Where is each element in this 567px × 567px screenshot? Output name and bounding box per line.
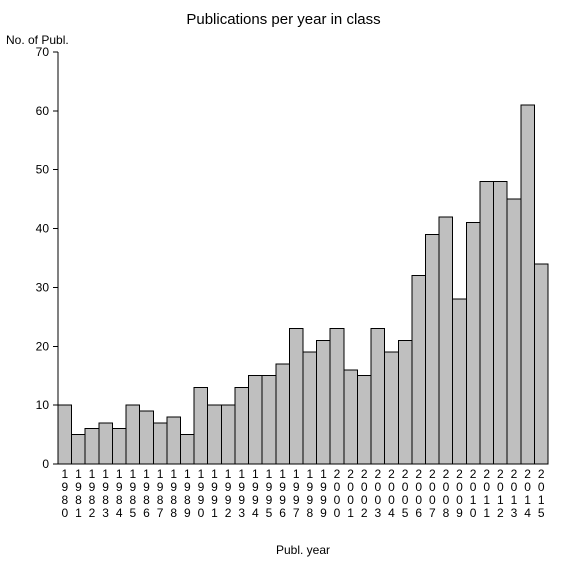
x-tick-label: 1984 [116,467,123,520]
x-tick-label: 1990 [198,467,205,520]
x-tick-label: 2001 [347,467,354,520]
x-tick-label: 1983 [102,467,109,520]
y-tick-label: 50 [36,163,50,177]
bar [303,352,317,464]
bar [357,376,371,464]
x-tick-label: 2009 [456,467,463,520]
x-tick-label: 1996 [279,467,286,520]
y-tick-label: 60 [36,104,50,118]
x-tick-label: 2003 [375,467,382,520]
bar [521,105,535,464]
x-tick-label: 1982 [89,467,96,520]
bar [262,376,276,464]
chart-title: Publications per year in class [186,11,380,28]
x-tick-label: 1995 [266,467,273,520]
bar [221,405,235,464]
bar [208,405,222,464]
x-tick-label: 1988 [170,467,177,520]
x-tick-label: 1980 [61,467,68,520]
bar [494,181,508,464]
bar [167,417,181,464]
bar [85,429,99,464]
x-tick-label: 1986 [143,467,150,520]
x-tick-label: 2000 [334,467,341,520]
x-tick-label: 1991 [211,467,218,520]
x-tick-label: 2013 [511,467,518,520]
bar [507,199,521,464]
y-tick-label: 70 [36,45,50,59]
x-tick-label: 2005 [402,467,409,520]
bar [249,376,263,464]
bar [99,423,113,464]
y-tick-label: 0 [42,457,49,471]
bar [453,299,467,464]
y-tick-label: 10 [36,398,50,412]
bar-chart: Publications per year in classNo. of Pub… [0,0,567,567]
bar [385,352,399,464]
bar [330,329,344,464]
bar [58,405,72,464]
x-tick-label: 2004 [388,467,395,520]
bar [289,329,303,464]
x-tick-label: 1985 [130,467,137,520]
y-tick-label: 20 [36,339,50,353]
bar [153,423,167,464]
x-tick-label: 2015 [538,467,545,520]
bar [439,217,453,464]
y-tick-label: 40 [36,222,50,236]
bar [466,223,480,464]
bar [235,387,249,464]
bar [72,435,86,464]
x-axis-title: Publ. year [276,543,330,557]
bar [317,340,331,464]
bar [181,435,195,464]
bar [398,340,412,464]
x-tick-label: 1981 [75,467,82,520]
x-tick-label: 2014 [524,467,531,520]
x-tick-label: 2002 [361,467,368,520]
bar [194,387,208,464]
x-tick-label: 1992 [225,467,232,520]
bar [426,234,440,464]
bar [480,181,494,464]
bar [534,264,548,464]
x-tick-label: 2012 [497,467,504,520]
x-tick-label: 2007 [429,467,436,520]
bar [112,429,126,464]
x-tick-label: 1989 [184,467,191,520]
bar [371,329,385,464]
chart-container: Publications per year in classNo. of Pub… [0,0,567,567]
bar [344,370,358,464]
x-tick-label: 1993 [238,467,245,520]
x-tick-label: 2008 [443,467,450,520]
x-tick-label: 2011 [483,467,490,520]
x-tick-label: 1998 [306,467,313,520]
x-tick-label: 1997 [293,467,300,520]
bar [276,364,290,464]
y-tick-label: 30 [36,280,50,294]
x-tick-label: 2006 [415,467,422,520]
x-tick-label: 1987 [157,467,164,520]
x-tick-label: 1994 [252,467,259,520]
bar [126,405,140,464]
x-tick-label: 2010 [470,467,477,520]
bar [412,276,426,464]
x-tick-label: 1999 [320,467,327,520]
bar [140,411,154,464]
